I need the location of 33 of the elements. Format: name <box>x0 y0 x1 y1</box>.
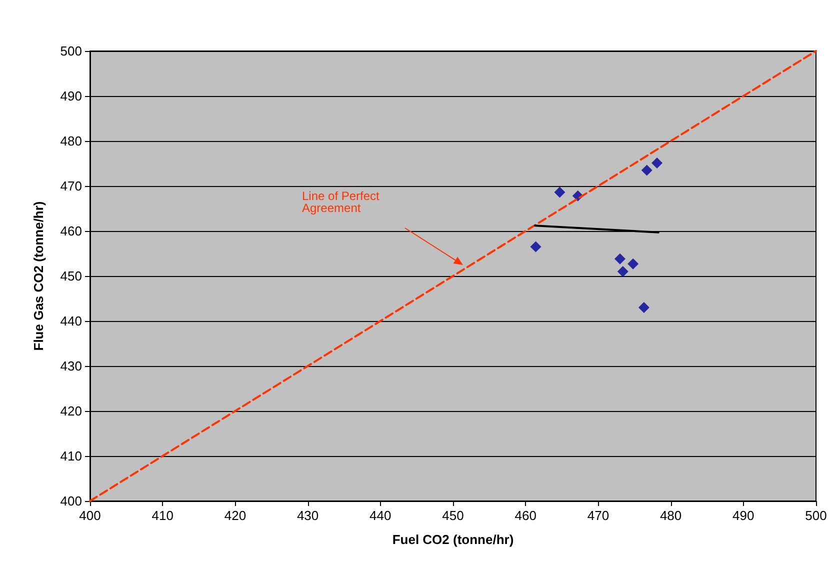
y-tick-label: 410 <box>60 448 82 464</box>
x-tick-label: 420 <box>224 508 246 523</box>
y-tick-label: 420 <box>60 404 82 418</box>
y-tick-label: 460 <box>60 224 82 238</box>
y-tick-label: 430 <box>60 358 82 374</box>
x-axis-title: Fuel CO2 (tonne/hr) <box>392 532 514 547</box>
y-tick-label: 480 <box>60 134 82 148</box>
y-tick-label: 400 <box>60 494 82 508</box>
y-tick-label: 440 <box>60 314 82 328</box>
x-tick-label: 410 <box>152 508 174 523</box>
y-tick-label: 490 <box>60 88 82 104</box>
y-tick-label: 470 <box>60 178 82 194</box>
x-tick-label: 430 <box>296 508 319 523</box>
x-tick-label: 450 <box>442 508 464 523</box>
point <box>614 253 626 264</box>
x-tick-label: 400 <box>79 508 101 523</box>
x-tick-label: 490 <box>732 508 754 523</box>
x-tick-label: 500 <box>805 508 827 523</box>
point <box>530 241 542 252</box>
x-tick-label: 470 <box>587 508 610 523</box>
point <box>641 164 652 176</box>
point <box>638 302 650 313</box>
x-tick-label: 440 <box>370 508 392 523</box>
x-tick-label: 480 <box>660 508 682 523</box>
x-tick-label: 460 <box>514 508 536 523</box>
point <box>554 186 566 198</box>
point <box>617 266 628 277</box>
annotation: Line of Perfect Agreement <box>302 189 383 215</box>
y-tick-label: 500 <box>60 44 82 58</box>
point <box>652 158 663 169</box>
point <box>628 258 639 270</box>
y-axis-title: Flue Gas CO2 (tonne/hr) <box>31 201 46 351</box>
y-tick-label: 450 <box>60 268 82 284</box>
